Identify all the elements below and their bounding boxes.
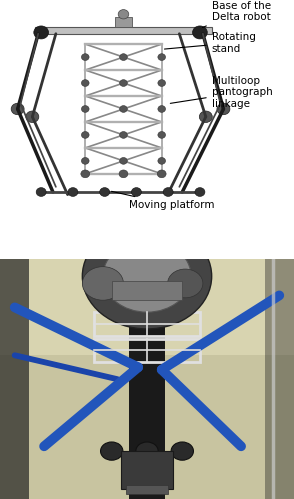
Text: Moving platform: Moving platform xyxy=(111,191,215,210)
Text: Base of the
Delta robot: Base of the Delta robot xyxy=(203,1,271,27)
Bar xyxy=(112,281,182,300)
Circle shape xyxy=(26,111,39,122)
Circle shape xyxy=(193,26,207,39)
Circle shape xyxy=(11,103,24,115)
Circle shape xyxy=(195,188,205,197)
Circle shape xyxy=(136,442,158,460)
Circle shape xyxy=(199,111,212,122)
Circle shape xyxy=(120,132,127,138)
Bar xyxy=(121,451,173,490)
Circle shape xyxy=(81,54,89,60)
Bar xyxy=(115,17,132,27)
Bar xyxy=(0,259,29,499)
Circle shape xyxy=(158,132,166,138)
Circle shape xyxy=(171,442,193,460)
Circle shape xyxy=(158,54,166,60)
Circle shape xyxy=(82,224,212,329)
Bar xyxy=(265,259,294,499)
Bar xyxy=(126,485,168,494)
Circle shape xyxy=(120,106,127,112)
Circle shape xyxy=(101,442,123,460)
Circle shape xyxy=(217,103,230,115)
Circle shape xyxy=(131,188,141,197)
Circle shape xyxy=(163,188,173,197)
Circle shape xyxy=(81,158,89,164)
Circle shape xyxy=(81,106,89,112)
Circle shape xyxy=(120,80,127,86)
Bar xyxy=(35,27,212,34)
Circle shape xyxy=(118,9,129,19)
Circle shape xyxy=(100,188,110,197)
Bar xyxy=(0,259,294,355)
Circle shape xyxy=(158,80,166,86)
Circle shape xyxy=(119,170,128,178)
Circle shape xyxy=(120,158,127,164)
Circle shape xyxy=(157,170,166,178)
Circle shape xyxy=(103,241,191,312)
Circle shape xyxy=(34,26,49,39)
Circle shape xyxy=(158,106,166,112)
Circle shape xyxy=(68,188,78,197)
Bar xyxy=(94,312,200,336)
Circle shape xyxy=(82,266,123,300)
Circle shape xyxy=(81,80,89,86)
Circle shape xyxy=(81,132,89,138)
Circle shape xyxy=(168,269,203,298)
Circle shape xyxy=(81,170,90,178)
Circle shape xyxy=(120,54,127,60)
Text: Rotating
stand: Rotating stand xyxy=(164,32,255,53)
Text: Multiloop
pantograph
linkage: Multiloop pantograph linkage xyxy=(170,75,273,109)
Bar xyxy=(129,288,165,499)
Circle shape xyxy=(36,188,46,197)
Circle shape xyxy=(158,158,166,164)
Bar xyxy=(94,338,200,362)
